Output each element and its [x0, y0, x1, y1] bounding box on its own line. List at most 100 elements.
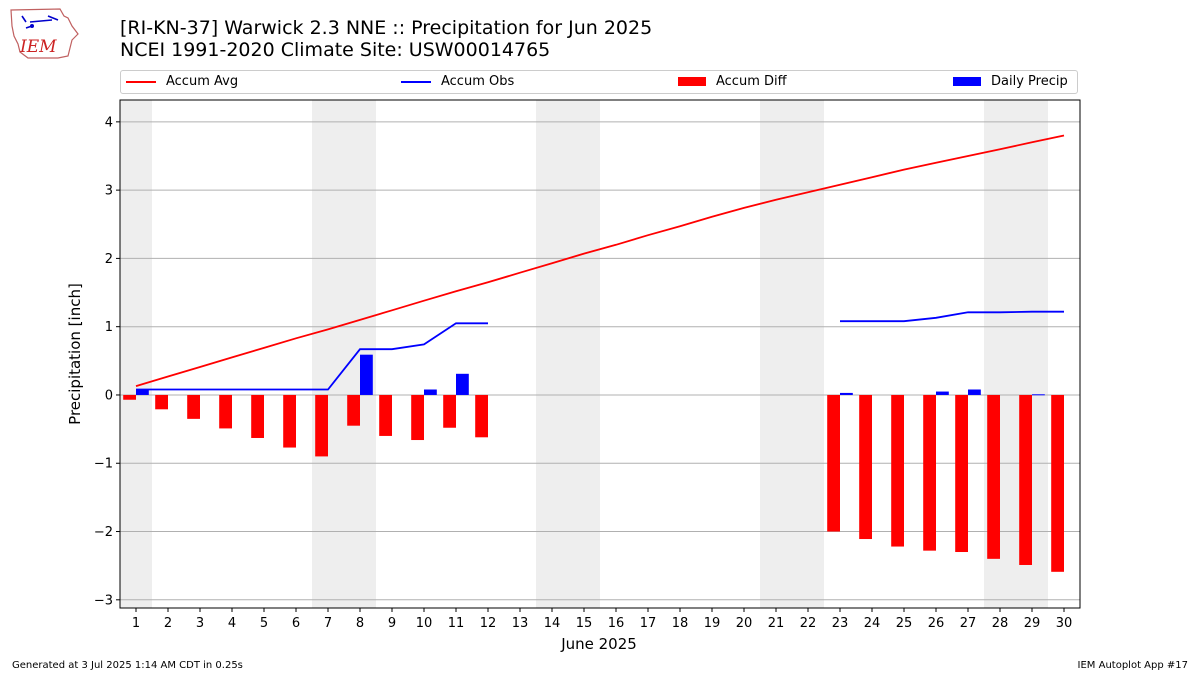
- y-tick-label: −3: [94, 593, 113, 608]
- legend-swatch-accum-avg: [126, 80, 156, 83]
- bar-accum-diff-day-10: [411, 394, 424, 441]
- bar-accum-diff-day-25: [891, 394, 904, 547]
- x-tick-label: 7: [324, 616, 332, 631]
- bar-accum-diff-day-24: [859, 394, 872, 540]
- bar-accum-diff-day-6: [283, 394, 296, 448]
- x-tick-label: 3: [196, 616, 204, 631]
- bar-accum-diff-day-5: [251, 394, 264, 438]
- bar-accum-diff-day-30: [1051, 394, 1064, 572]
- x-tick-label: 6: [292, 616, 300, 631]
- bar-accum-diff-day-23: [827, 394, 840, 532]
- legend-swatch-daily-precip: [953, 77, 981, 86]
- bar-daily-precip-day-1: [136, 389, 149, 395]
- footer-generated: Generated at 3 Jul 2025 1:14 AM CDT in 0…: [12, 660, 243, 671]
- x-tick-label: 25: [896, 616, 913, 631]
- legend-label-accum-obs: Accum Obs: [441, 74, 515, 89]
- line-accum-obs-segment-2: [840, 310, 1064, 323]
- legend-swatch-accum-diff: [678, 77, 706, 86]
- x-tick-label: 4: [228, 616, 236, 631]
- legend-item-accum-obs: Accum Obs: [401, 74, 514, 89]
- bar-accum-diff-day-7: [315, 394, 328, 457]
- x-tick-label: 24: [864, 616, 881, 631]
- plot-frame: [119, 99, 1081, 609]
- x-tick-label: 20: [736, 616, 753, 631]
- y-tick-label: 3: [105, 184, 113, 199]
- chart-legend: Accum Avg Accum Obs Accum Diff Daily Pre…: [120, 70, 1078, 94]
- x-tick-label: 19: [704, 616, 721, 631]
- y-axis-label: Precipitation [inch]: [66, 283, 84, 425]
- x-tick-label: 8: [356, 616, 364, 631]
- x-tick-label: 21: [768, 616, 785, 631]
- bar-accum-diff-day-8: [347, 394, 360, 426]
- legend-label-accum-avg: Accum Avg: [166, 74, 239, 89]
- x-tick-label: 29: [1024, 616, 1041, 631]
- grid-lines: [120, 121, 1080, 601]
- x-tick-label: 15: [576, 616, 593, 631]
- x-tick-label: 11: [448, 616, 465, 631]
- y-tick-label: −1: [94, 457, 113, 472]
- y-tick-label: 1: [105, 320, 113, 335]
- x-tick-label: 23: [832, 616, 849, 631]
- y-tick-label: −2: [94, 525, 113, 540]
- x-tick-label: 30: [1056, 616, 1073, 631]
- bar-accum-diff-day-27: [955, 394, 968, 553]
- legend-item-accum-avg: Accum Avg: [126, 74, 238, 89]
- legend-swatch-accum-obs: [401, 80, 431, 83]
- legend-item-accum-diff: Accum Diff: [678, 74, 787, 89]
- y-tick-label: 4: [105, 115, 113, 130]
- bar-accum-diff-day-4: [219, 394, 232, 429]
- footer-app: IEM Autoplot App #17: [1077, 660, 1188, 671]
- x-tick-label: 10: [416, 616, 433, 631]
- x-tick-label: 26: [928, 616, 945, 631]
- bar-accum-diff-day-2: [155, 394, 168, 410]
- bar-accum-diff-day-12: [475, 394, 488, 438]
- bar-accum-diff-day-1: [123, 394, 136, 400]
- x-tick-label: 28: [992, 616, 1009, 631]
- bar-accum-diff-day-26: [923, 394, 936, 551]
- line-accum-avg-segment-1: [135, 134, 1065, 387]
- x-axis-label: June 2025: [560, 635, 637, 653]
- x-tick-label: 13: [512, 616, 529, 631]
- bar-accum-diff-day-11: [443, 394, 456, 428]
- legend-item-daily-precip: Daily Precip: [953, 74, 1068, 89]
- legend-label-accum-diff: Accum Diff: [716, 74, 787, 89]
- weekend-band-3: [536, 100, 600, 608]
- x-tick-label: 18: [672, 616, 689, 631]
- bar-daily-precip-day-26: [936, 391, 949, 395]
- weekend-band-4: [760, 100, 824, 608]
- x-tick-label: 27: [960, 616, 977, 631]
- bars: [123, 354, 1064, 572]
- weekend-band-2: [312, 100, 376, 608]
- bar-daily-precip-day-27: [968, 389, 981, 395]
- x-tick-label: 1: [132, 616, 140, 631]
- legend-label-daily-precip: Daily Precip: [991, 74, 1068, 89]
- iem-logo: IEM: [10, 8, 79, 59]
- bar-accum-diff-day-9: [379, 394, 392, 436]
- svg-text:IEM: IEM: [19, 37, 57, 57]
- bar-accum-diff-day-3: [187, 394, 200, 419]
- chart-title: [RI-KN-37] Warwick 2.3 NNE :: Precipitat…: [120, 17, 653, 39]
- bar-daily-precip-day-10: [424, 389, 437, 395]
- x-tick-label: 16: [608, 616, 625, 631]
- line-accum-obs-segment-1: [136, 322, 488, 391]
- bar-daily-precip-day-11: [456, 373, 469, 395]
- y-tick-label: 2: [105, 252, 113, 267]
- x-tick-label: 2: [164, 616, 172, 631]
- bar-accum-diff-day-29: [1019, 394, 1032, 565]
- x-tick-label: 22: [800, 616, 817, 631]
- x-tick-label: 9: [388, 616, 396, 631]
- bar-daily-precip-day-29: [1032, 394, 1045, 396]
- bar-accum-diff-day-28: [987, 394, 1000, 559]
- weekend-band-1: [120, 100, 152, 608]
- weekend-shading: [120, 100, 1048, 608]
- x-tick-label: 17: [640, 616, 657, 631]
- y-tick-label: 0: [105, 388, 113, 403]
- chart-subtitle: NCEI 1991-2020 Climate Site: USW00014765: [120, 39, 551, 61]
- bar-daily-precip-day-8: [360, 354, 373, 395]
- series-lines: [135, 134, 1065, 391]
- x-tick-label: 14: [544, 616, 561, 631]
- bar-daily-precip-day-23: [840, 392, 853, 395]
- x-tick-label: 12: [480, 616, 497, 631]
